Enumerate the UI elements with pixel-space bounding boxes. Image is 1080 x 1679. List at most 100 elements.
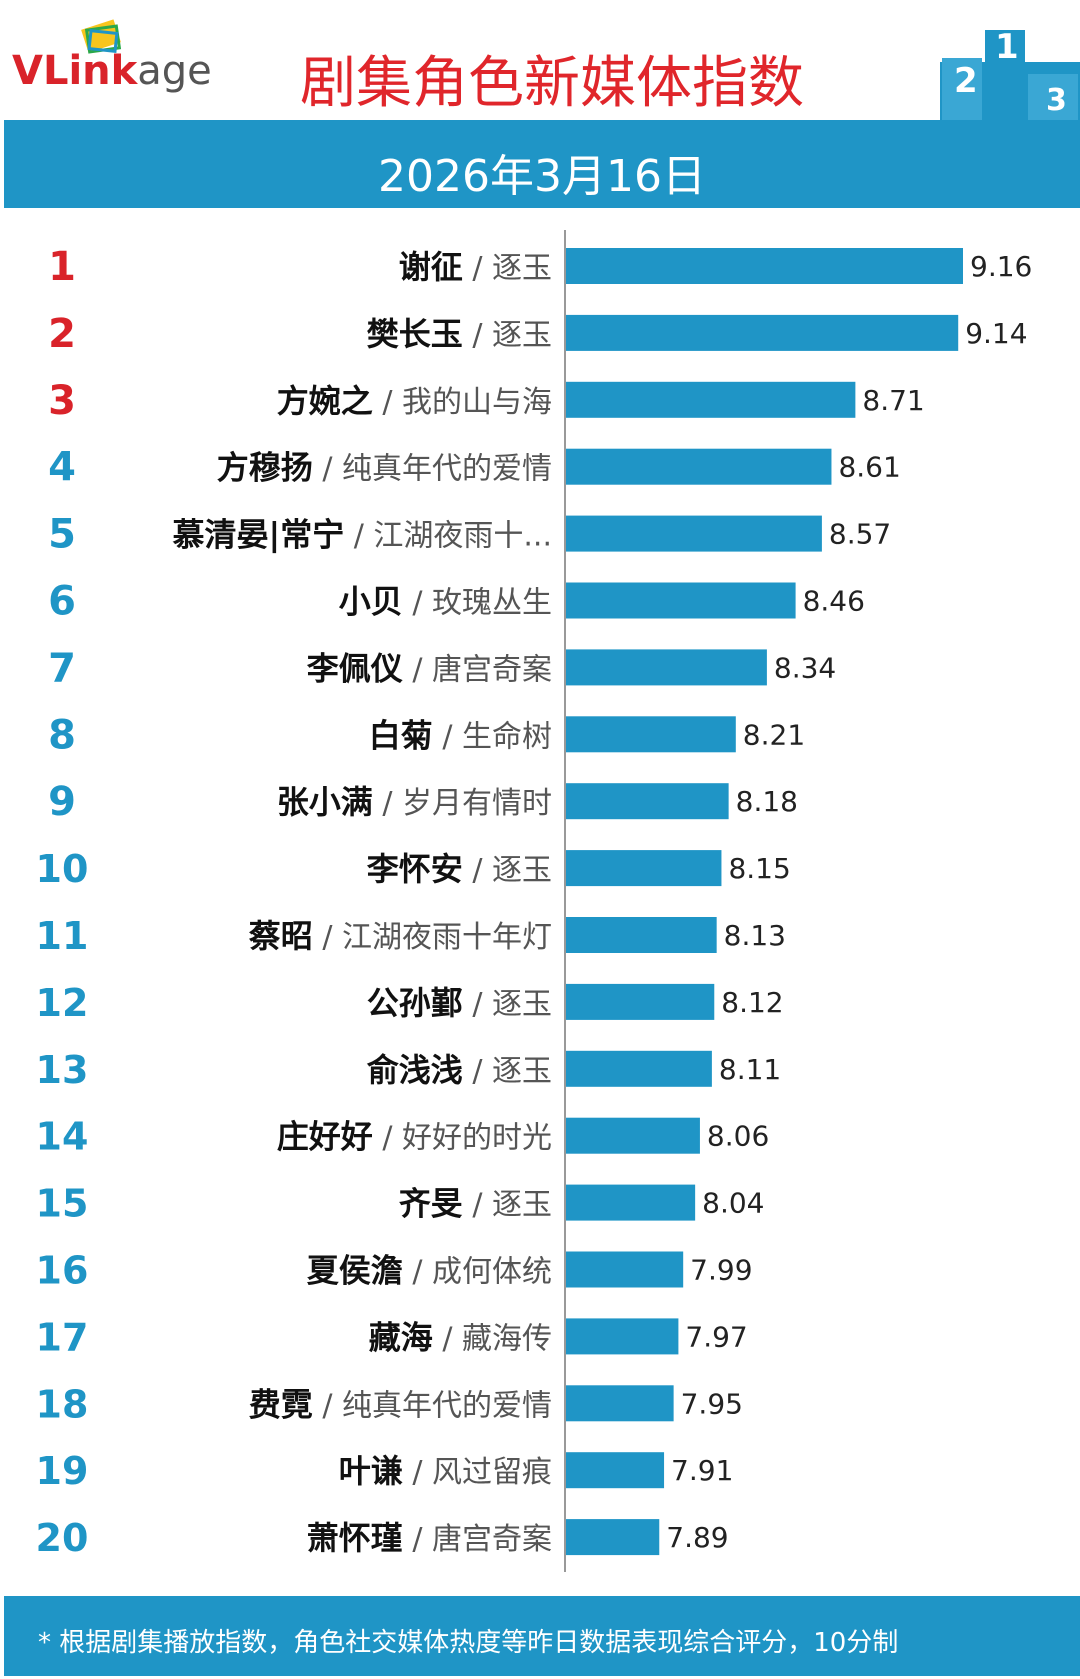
- bar: [566, 314, 959, 351]
- bar: [566, 983, 715, 1020]
- drama-title: / 纯真年代的爱情: [313, 1388, 552, 1423]
- row-label: 小贝 / 玫瑰丛生: [339, 583, 552, 621]
- drama-title: / 逐玉: [463, 318, 552, 353]
- rank-number: 4: [48, 445, 76, 491]
- ranking-row-4: 4 方穆扬 / 纯真年代的爱情 8.61: [48, 445, 901, 491]
- value-label: 7.91: [671, 1454, 733, 1487]
- character-name: 叶谦: [339, 1452, 403, 1490]
- value-label: 8.15: [728, 852, 790, 885]
- bar: [566, 1117, 700, 1154]
- value-label: 9.16: [970, 250, 1032, 283]
- footer-note: * 根据剧集播放指数，角色社交媒体热度等昨日数据表现综合评分，10分制: [38, 1628, 899, 1658]
- rank-number: 16: [36, 1249, 89, 1293]
- drama-title: / 唐宫奇案: [403, 652, 552, 687]
- rank-number: 2: [48, 311, 76, 357]
- drama-title: / 逐玉: [463, 987, 552, 1022]
- rank-number: 7: [48, 645, 76, 691]
- drama-title: / 逐玉: [463, 1054, 552, 1089]
- row-label: 公孙鄞 / 逐玉: [367, 984, 552, 1022]
- value-label: 8.57: [829, 518, 891, 551]
- ranking-row-3: 3 方婉之 / 我的山与海 8.71: [48, 378, 925, 424]
- character-name: 方穆扬: [217, 449, 313, 487]
- value-label: 7.97: [685, 1320, 747, 1353]
- value-label: 8.12: [721, 986, 783, 1019]
- character-name: 夏侯澹: [307, 1252, 403, 1290]
- value-label: 8.11: [719, 1053, 781, 1086]
- row-label: 方穆扬 / 纯真年代的爱情: [217, 449, 552, 487]
- rank-number: 14: [36, 1115, 89, 1159]
- rank-number: 12: [36, 981, 89, 1025]
- ranking-row-2: 2 樊长玉 / 逐玉 9.14: [48, 311, 1027, 357]
- ranking-row-12: 12 公孙鄞 / 逐玉 8.12: [36, 981, 784, 1025]
- rank-number: 17: [36, 1315, 89, 1359]
- ranking-row-6: 6 小贝 / 玫瑰丛生 8.46: [48, 579, 865, 625]
- ranking-row-1: 1 谢征 / 逐玉 9.16: [48, 244, 1032, 290]
- value-label: 8.71: [862, 384, 924, 417]
- bar: [566, 448, 832, 485]
- character-name: 俞浅浅: [367, 1051, 463, 1089]
- ranking-row-9: 9 张小满 / 岁月有情时 8.18: [48, 779, 798, 825]
- ranking-row-17: 17 藏海 / 藏海传 7.97: [36, 1315, 748, 1359]
- bar: [566, 1318, 679, 1355]
- row-label: 慕清晏|常宁 / 江湖夜雨十...: [173, 516, 553, 555]
- row-label: 叶谦 / 风过留痕: [339, 1452, 552, 1490]
- rank-number: 1: [48, 244, 76, 290]
- page-title: 剧集角色新媒体指数: [300, 51, 804, 116]
- character-name: 庄好好: [277, 1118, 373, 1156]
- bar: [566, 515, 822, 552]
- bar: [566, 1452, 665, 1489]
- character-name: 李怀安: [367, 850, 463, 888]
- character-name: 藏海: [369, 1318, 433, 1356]
- value-label: 8.34: [774, 651, 836, 684]
- bar: [566, 716, 736, 753]
- rank-number: 13: [36, 1048, 89, 1092]
- drama-title: / 风过留痕: [403, 1455, 552, 1490]
- rank-number: 20: [36, 1516, 89, 1560]
- rank-number: 15: [36, 1182, 89, 1226]
- value-label: 8.46: [803, 585, 865, 618]
- header: VLinkage 剧集角色新媒体指数 2 1 3: [0, 0, 1080, 120]
- ranking-row-19: 19 叶谦 / 风过留痕 7.91: [36, 1449, 734, 1493]
- value-label: 8.06: [707, 1120, 769, 1153]
- row-label: 李怀安 / 逐玉: [367, 850, 552, 888]
- character-name: 萧怀瑾: [307, 1519, 403, 1557]
- bar: [566, 381, 856, 418]
- vlinkage-logo: VLinkage: [12, 18, 242, 108]
- ranking-row-15: 15 齐旻 / 逐玉 8.04: [36, 1182, 765, 1226]
- row-label: 谢征 / 逐玉: [399, 248, 552, 286]
- ranking-row-14: 14 庄好好 / 好好的时光 8.06: [36, 1115, 770, 1159]
- date-band: 2026年3月16日: [4, 120, 1080, 208]
- bar: [566, 850, 722, 887]
- rank-number: 10: [36, 847, 89, 891]
- drama-title: / 我的山与海: [373, 385, 552, 420]
- row-label: 方婉之 / 我的山与海: [277, 382, 552, 420]
- character-name: 慕清晏|常宁: [173, 516, 345, 555]
- value-label: 7.89: [666, 1521, 728, 1554]
- drama-title: / 成何体统: [403, 1255, 552, 1290]
- character-name: 樊长玉: [367, 315, 463, 353]
- logo-text: VLinkage: [12, 48, 212, 94]
- rank-number: 5: [48, 512, 76, 558]
- row-label: 张小满 / 岁月有情时: [277, 783, 552, 821]
- drama-title: / 藏海传: [433, 1321, 552, 1356]
- ranking-row-11: 11 蔡昭 / 江湖夜雨十年灯 8.13: [36, 914, 786, 958]
- character-name: 齐旻: [399, 1185, 463, 1223]
- rank-number: 9: [48, 779, 76, 825]
- logo-cards-icon: [81, 19, 122, 54]
- rank-number: 18: [36, 1382, 89, 1426]
- drama-title: / 逐玉: [463, 1188, 552, 1223]
- ranking-row-18: 18 费霓 / 纯真年代的爱情 7.95: [36, 1382, 743, 1426]
- rank-number: 6: [48, 579, 76, 625]
- drama-title: / 玫瑰丛生: [403, 586, 552, 621]
- row-label: 萧怀瑾 / 唐宫奇案: [307, 1519, 552, 1557]
- bar: [566, 1184, 696, 1221]
- character-name: 谢征: [399, 248, 463, 286]
- bar: [566, 649, 767, 686]
- character-name: 张小满: [277, 783, 373, 821]
- ranking-row-10: 10 李怀安 / 逐玉 8.15: [36, 847, 791, 891]
- rank-number: 8: [48, 712, 76, 758]
- ranking-row-5: 5 慕清晏|常宁 / 江湖夜雨十... 8.57: [48, 512, 891, 558]
- value-label: 8.04: [702, 1187, 764, 1220]
- row-label: 藏海 / 藏海传: [369, 1318, 552, 1356]
- row-label: 庄好好 / 好好的时光: [277, 1118, 552, 1156]
